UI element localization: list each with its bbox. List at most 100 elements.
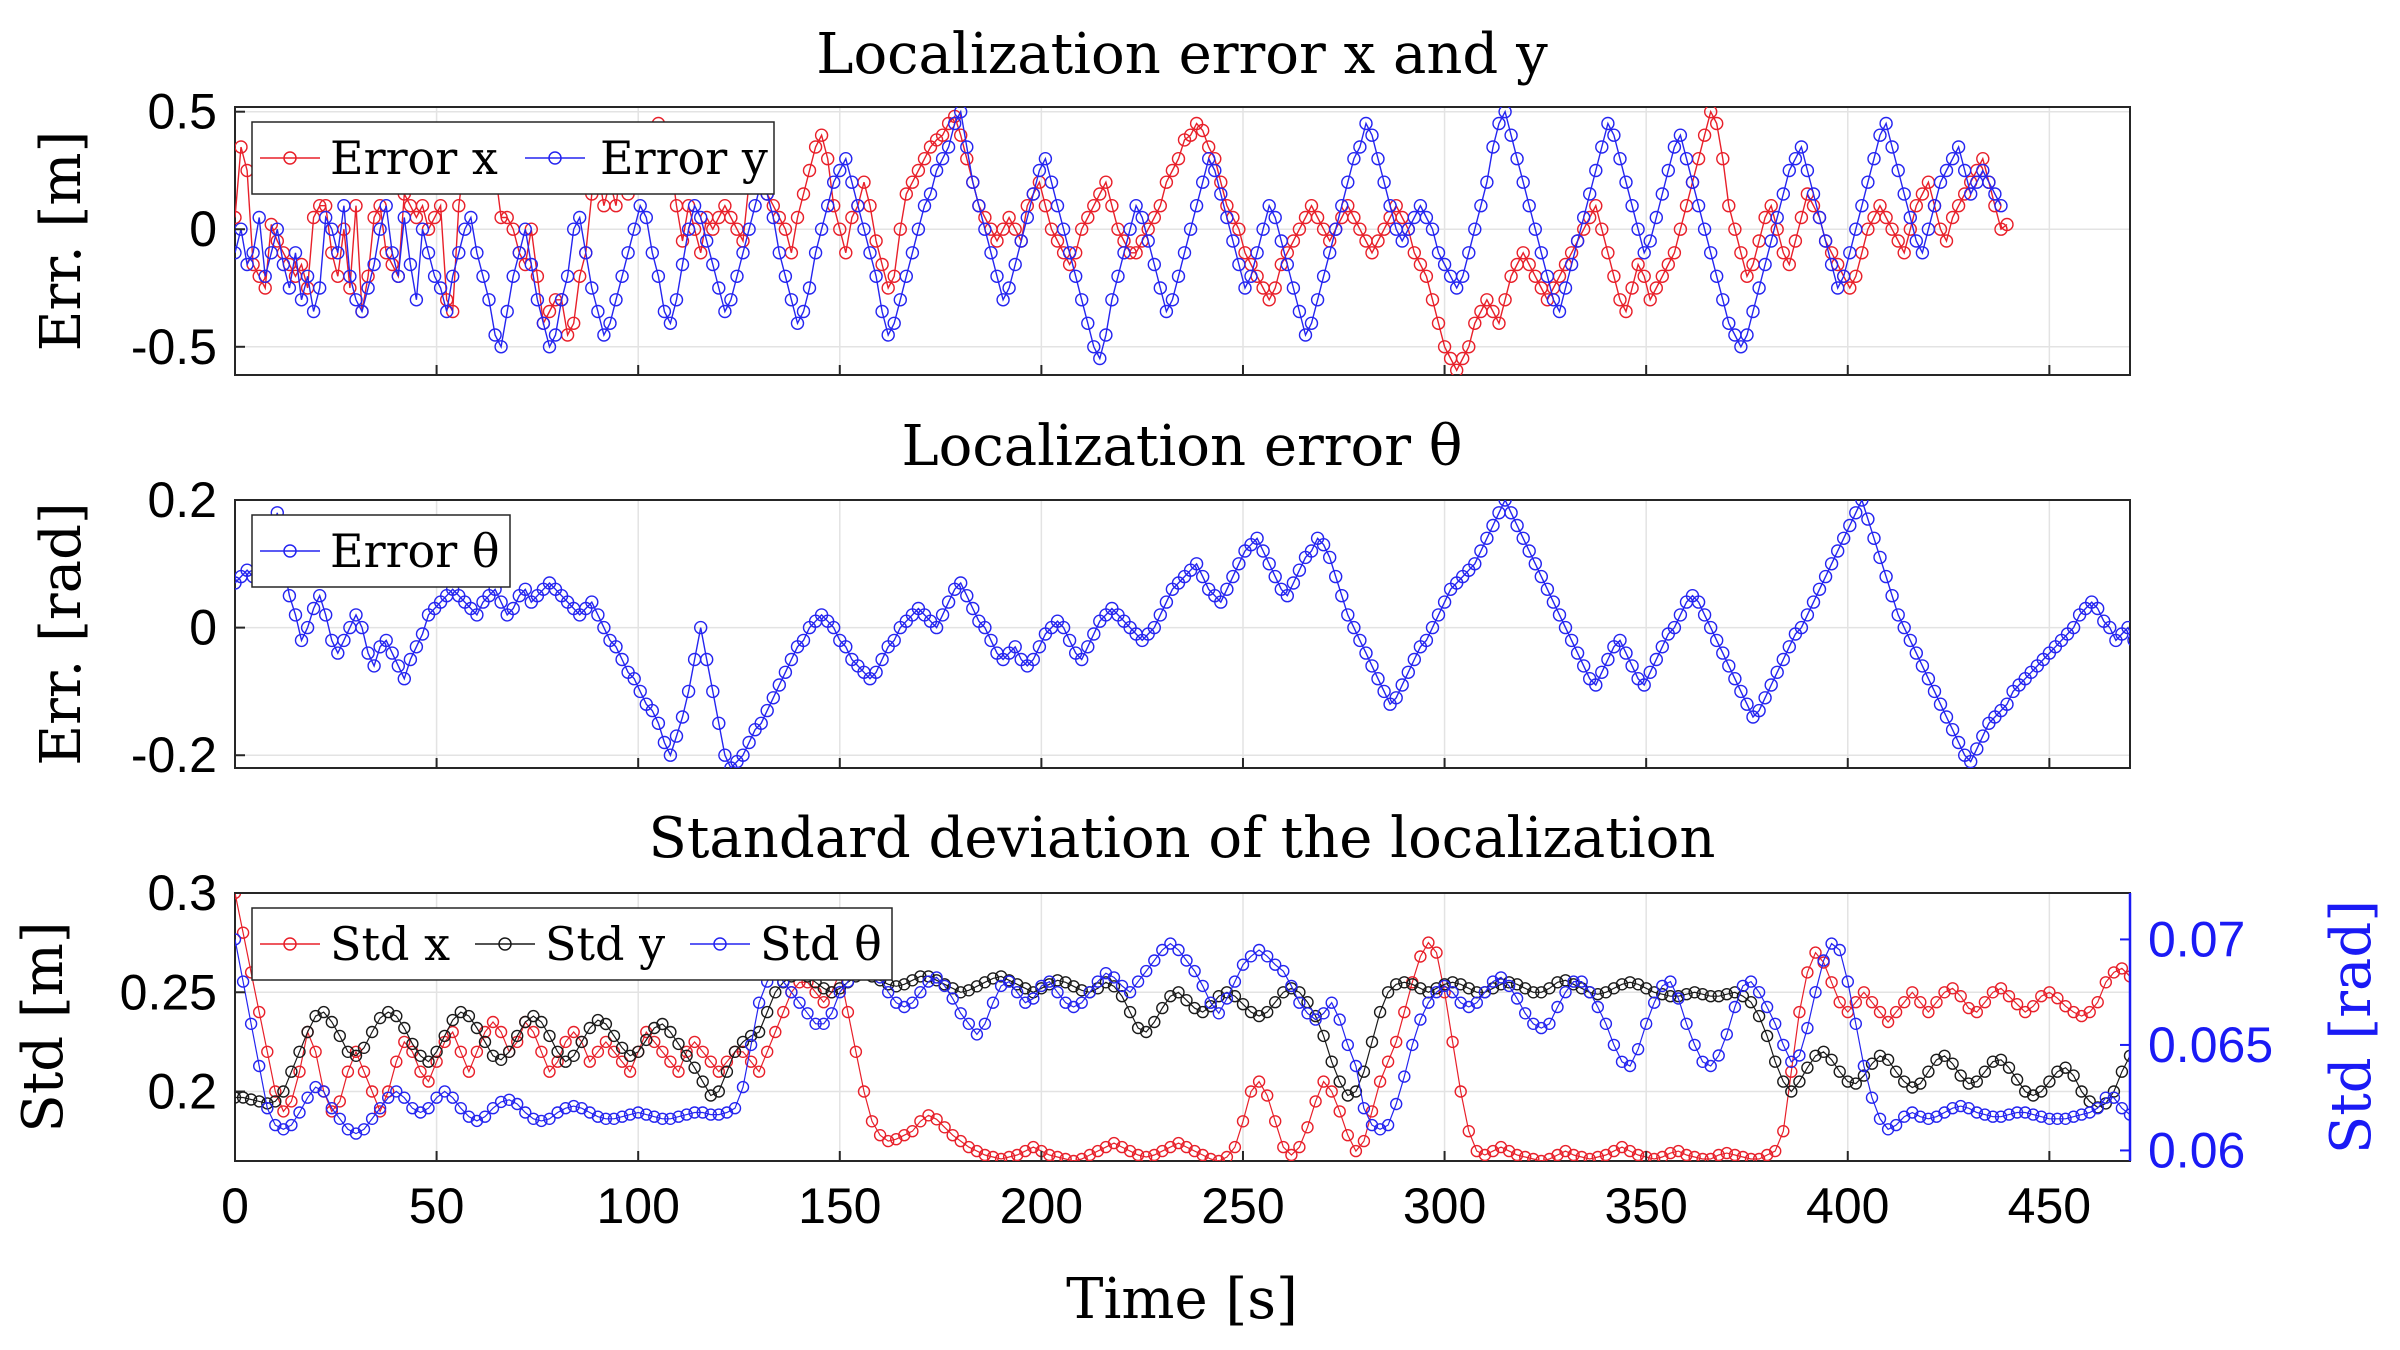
data-point	[367, 210, 381, 225]
data-point	[1148, 1148, 1161, 1161]
data-point	[403, 257, 418, 272]
data-point	[736, 748, 750, 762]
data-point	[1631, 257, 1645, 272]
data-point	[1043, 1148, 1056, 1161]
data-point	[1262, 557, 1276, 571]
data-point	[1204, 1152, 1217, 1161]
data-point	[615, 1041, 629, 1055]
data-point	[282, 589, 297, 603]
data-point	[681, 222, 696, 236]
data-point	[1159, 304, 1174, 319]
data-point	[325, 1105, 338, 1118]
data-point	[452, 246, 466, 260]
data-point	[627, 222, 641, 236]
data-point	[1546, 595, 1561, 609]
data-point	[1722, 316, 1736, 330]
data-point	[1165, 293, 1180, 307]
data-point	[986, 996, 1000, 1009]
series-group	[235, 500, 2130, 768]
data-point	[1139, 1025, 1153, 1039]
data-point	[1455, 269, 1470, 283]
data-point	[754, 716, 768, 730]
plot-area	[235, 500, 2130, 768]
data-point	[518, 222, 532, 236]
axes-frame	[234, 106, 2131, 376]
data-point	[1020, 210, 1035, 225]
data-point	[433, 281, 448, 295]
data-point	[261, 1101, 274, 1115]
data-point	[235, 1091, 242, 1104]
data-point	[373, 1101, 387, 1115]
data-point	[2123, 1108, 2130, 1121]
data-point	[433, 198, 448, 213]
y-axis-label-right: Std [rad]	[2319, 900, 2384, 1154]
data-point	[1709, 269, 1724, 283]
data-point	[1527, 1152, 1540, 1161]
data-point	[1619, 646, 1633, 660]
data-point	[1857, 986, 1871, 999]
data-point	[2010, 998, 2024, 1011]
data-point	[1673, 128, 1688, 142]
data-point	[1655, 187, 1670, 201]
data-point	[700, 652, 714, 667]
data-point	[1909, 198, 1924, 213]
data-point	[704, 1089, 717, 1102]
data-point	[343, 269, 357, 283]
data-point	[724, 210, 738, 225]
data-point	[2067, 1110, 2080, 1123]
data-point	[1619, 304, 1633, 319]
data-point	[1903, 210, 1918, 225]
data-point	[2123, 970, 2130, 983]
data-point	[1649, 210, 1664, 225]
data-point	[748, 198, 762, 213]
grid-lines	[234, 499, 2130, 768]
data-point	[948, 116, 962, 131]
data-point	[1141, 234, 1155, 248]
data-point	[1546, 293, 1561, 307]
data-point	[1601, 246, 1615, 260]
data-point	[1873, 550, 1887, 565]
data-point	[1268, 210, 1282, 225]
data-point	[1196, 1148, 1209, 1161]
data-point	[1954, 1069, 1967, 1082]
panel-title: Standard deviation of the localization	[649, 806, 1716, 871]
data-point	[494, 340, 508, 354]
data-point	[1865, 1091, 1879, 1104]
data-point	[1861, 175, 1875, 189]
data-point	[1438, 986, 1451, 999]
data-point	[1431, 316, 1446, 330]
y-tick-label: -0.2	[131, 727, 217, 783]
data-point	[1615, 1140, 1629, 1154]
legend-label: Error θ	[330, 524, 500, 578]
data-point	[1260, 1005, 1274, 1019]
data-point	[1074, 222, 1089, 236]
data-point	[1516, 531, 1530, 545]
data-point	[325, 1101, 338, 1115]
data-point	[1589, 678, 1603, 692]
data-point	[1438, 979, 1451, 993]
data-point	[1680, 1017, 1693, 1030]
data-point	[1347, 151, 1361, 166]
data-point	[680, 1049, 693, 1063]
data-point	[1244, 1005, 1258, 1019]
data-point	[1398, 1005, 1411, 1019]
data-point	[1752, 986, 1766, 999]
data-point	[929, 620, 944, 635]
data-point	[398, 1021, 411, 1035]
data-point	[882, 986, 895, 999]
data-point	[1002, 210, 1016, 225]
data-point	[2205, 1086, 2216, 1097]
data-point	[2165, 1098, 2176, 1109]
data-point	[288, 608, 303, 622]
data-point	[458, 222, 472, 236]
data-point	[1486, 1144, 1500, 1158]
data-point	[672, 1110, 685, 1123]
data-point	[285, 1065, 298, 1078]
data-point	[1782, 163, 1797, 178]
data-point	[1486, 140, 1500, 154]
data-point	[632, 1045, 645, 1059]
legend-swatch-marker	[713, 937, 727, 951]
data-point	[817, 996, 830, 1009]
data-point	[1268, 958, 1282, 971]
data-point	[1105, 293, 1119, 307]
